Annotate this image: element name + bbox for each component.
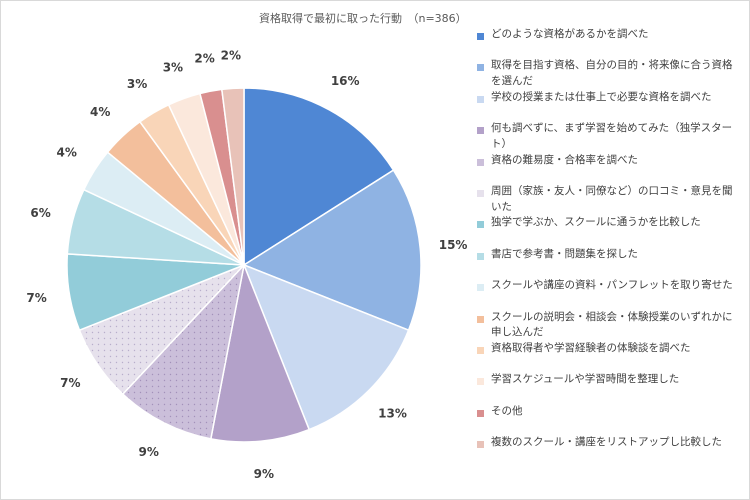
pie-slice-4 bbox=[209, 262, 311, 443]
legend-item: スクールや講座の資料・パンフレットを取り寄せた bbox=[477, 278, 741, 309]
pie-slice-3 bbox=[242, 263, 410, 431]
legend-swatch bbox=[477, 127, 484, 135]
pie-slice-1 bbox=[243, 87, 395, 267]
legend-label: その他 bbox=[491, 404, 523, 417]
slice-percent-label: 4% bbox=[57, 146, 77, 160]
legend-swatch bbox=[477, 33, 484, 40]
slice-percent-label: 4% bbox=[90, 105, 110, 119]
legend-label: 書店で参考書・問題集を探した bbox=[491, 247, 638, 260]
legend-swatch bbox=[477, 95, 484, 103]
legend-item: どのような資格があるかを調べた bbox=[477, 27, 741, 58]
legend-item: 学習スケジュールや学習時間を整理した bbox=[477, 372, 741, 403]
legend-swatch bbox=[477, 64, 484, 72]
legend-item: 書店で参考書・問題集を探した bbox=[477, 247, 741, 278]
pie-slice-14 bbox=[220, 87, 245, 266]
legend-item: 学校の授業または仕事上で必要な資格を調べた bbox=[477, 90, 741, 121]
chart-title: 資格取得で最初に取った行動 （n=386） bbox=[259, 12, 467, 25]
legend-item: 取得を目指す資格、自分の目的・将来像に合う資格 を選んだ bbox=[477, 58, 741, 89]
slice-percent-label: 3% bbox=[163, 60, 183, 74]
slice-percent-label: 2% bbox=[194, 52, 214, 66]
legend-label: スクールや講座の資料・パンフレットを取り寄せた bbox=[491, 279, 733, 292]
legend-label: 資格の難易度・合格率を調べた bbox=[491, 153, 638, 166]
slice-percent-label: 7% bbox=[60, 376, 80, 390]
slice-percent-label: 7% bbox=[26, 291, 46, 305]
legend-item: 資格取得者や学習経験者の体験談を調べた bbox=[477, 341, 741, 372]
slice-percent-label: 16% bbox=[331, 74, 360, 88]
legend-item: 何も調べずに、まず学習を始めてみた（独学スター ト） bbox=[477, 121, 741, 152]
legend-swatch bbox=[477, 221, 484, 229]
legend-swatch bbox=[477, 284, 484, 292]
slice-percent-label: 15% bbox=[439, 238, 468, 252]
slice-percent-label: 9% bbox=[254, 467, 274, 481]
legend-label: 周囲（家族・友人・同僚など）の口コミ・意見を聞 いた bbox=[491, 184, 733, 213]
legend-label: 資格取得者や学習経験者の体験談を調べた bbox=[491, 341, 691, 354]
slice-percent-label: 6% bbox=[30, 206, 50, 220]
legend-item: 複数のスクール・講座をリストアップし比較した bbox=[477, 435, 741, 466]
legend: どのような資格があるかを調べた取得を目指す資格、自分の目的・将来像に合う資格 を選… bbox=[477, 27, 741, 466]
legend-swatch bbox=[477, 252, 484, 260]
legend-label: スクールの説明会・相談会・体験授業のいずれかに 申し込んだ bbox=[491, 310, 733, 339]
legend-label: 取得を目指す資格、自分の目的・将来像に合う資格 を選んだ bbox=[491, 59, 733, 87]
legend-item: スクールの説明会・相談会・体験授業のいずれかに 申し込んだ bbox=[477, 310, 741, 341]
legend-label: どのような資格があるかを調べた bbox=[491, 28, 649, 40]
pie-slice-2 bbox=[242, 169, 422, 332]
legend-swatch bbox=[477, 158, 484, 166]
legend-label: 学習スケジュールや学習時間を整理した bbox=[491, 373, 680, 386]
slice-percent-label: 3% bbox=[127, 77, 147, 91]
legend-item: その他 bbox=[477, 404, 741, 435]
legend-label: 学校の授業または仕事上で必要な資格を調べた bbox=[491, 90, 712, 103]
legend-swatch bbox=[477, 346, 484, 354]
legend-swatch bbox=[477, 189, 484, 197]
slice-percent-label: 2% bbox=[221, 48, 241, 62]
legend-label: 独学で学ぶか、スクールに通うかを比較した bbox=[491, 216, 701, 229]
legend-label: 複数のスクール・講座をリストアップし比較した bbox=[491, 436, 722, 449]
slice-percent-label: 13% bbox=[378, 407, 407, 421]
legend-swatch bbox=[477, 409, 484, 417]
legend-item: 資格の難易度・合格率を調べた bbox=[477, 153, 741, 184]
pie-slice-5 bbox=[121, 262, 246, 440]
legend-item: 周囲（家族・友人・同僚など）の口コミ・意見を聞 いた bbox=[477, 184, 741, 215]
legend-swatch bbox=[477, 315, 484, 323]
legend-label: 何も調べずに、まず学習を始めてみた（独学スター ト） bbox=[491, 122, 733, 150]
legend-swatch bbox=[477, 378, 484, 386]
legend-item: 独学で学ぶか、スクールに通うかを比較した bbox=[477, 215, 741, 246]
slice-percent-label: 9% bbox=[139, 445, 159, 459]
legend-swatch bbox=[477, 441, 484, 449]
